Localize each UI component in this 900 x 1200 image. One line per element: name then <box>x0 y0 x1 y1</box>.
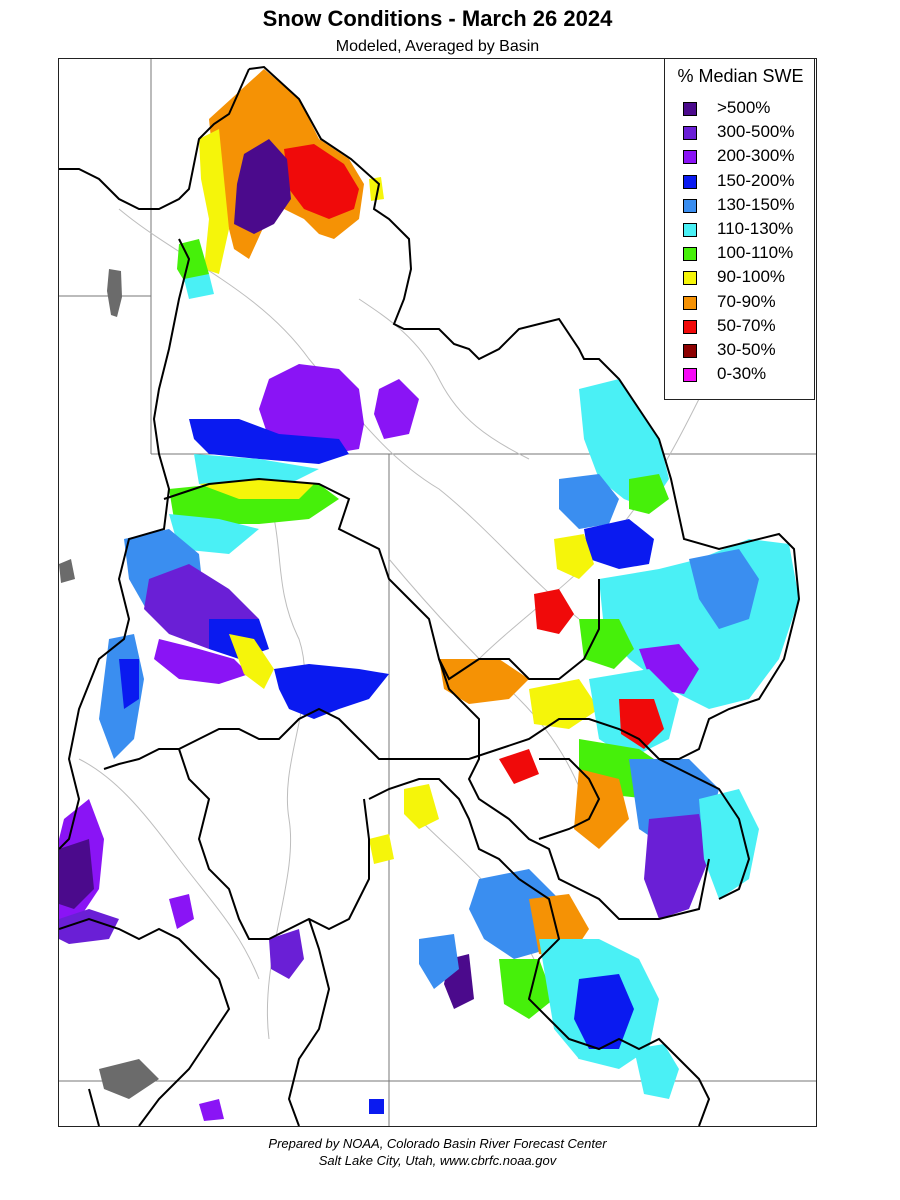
legend-label: 100-110% <box>717 243 794 263</box>
legend-label: 130-150% <box>717 194 795 214</box>
legend-swatch <box>683 271 697 286</box>
map-title: Snow Conditions - March 26 2024 <box>262 6 613 31</box>
legend: % Median SWE >500% 300-500% 200-300% 150-20… <box>664 58 815 400</box>
legend-swatch <box>683 102 697 116</box>
legend-swatch <box>683 223 697 237</box>
legend-label: 90-100% <box>717 267 786 287</box>
legend-label: 70-90% <box>717 291 776 311</box>
legend-swatch <box>683 344 697 358</box>
legend-label: 110-130% <box>717 219 794 238</box>
footer-location: Salt Lake City, Utah, www.cbrfc.noaa.gov <box>318 1153 557 1168</box>
lakes <box>59 269 159 1099</box>
legend-swatch <box>683 150 697 165</box>
legend-swatch <box>683 126 697 141</box>
legend-label: 30-50% <box>717 340 776 359</box>
legend-swatch <box>683 368 697 383</box>
legend-swatch <box>683 319 697 334</box>
footer-credit: Prepared by NOAA, Colorado Basin River F… <box>268 1136 607 1151</box>
legend-swatch <box>683 174 697 189</box>
legend-swatch <box>683 198 697 213</box>
legend-swatch <box>683 295 697 310</box>
legend-label: 200-300% <box>717 146 795 166</box>
legend-label: 150-200% <box>717 170 795 190</box>
legend-swatch <box>683 247 697 262</box>
swe-patches <box>59 69 799 1121</box>
legend-label: >500% <box>717 98 771 117</box>
legend-label: 50-70% <box>717 315 776 335</box>
legend-label: 300-500% <box>717 122 795 142</box>
basin-boundaries <box>59 65 801 1126</box>
basin-map-graphic <box>59 59 816 1126</box>
legend-title: % Median SWE <box>677 66 804 86</box>
map-subtitle: Modeled, Averaged by Basin <box>335 38 540 55</box>
legend-label: 0-30% <box>717 364 767 384</box>
